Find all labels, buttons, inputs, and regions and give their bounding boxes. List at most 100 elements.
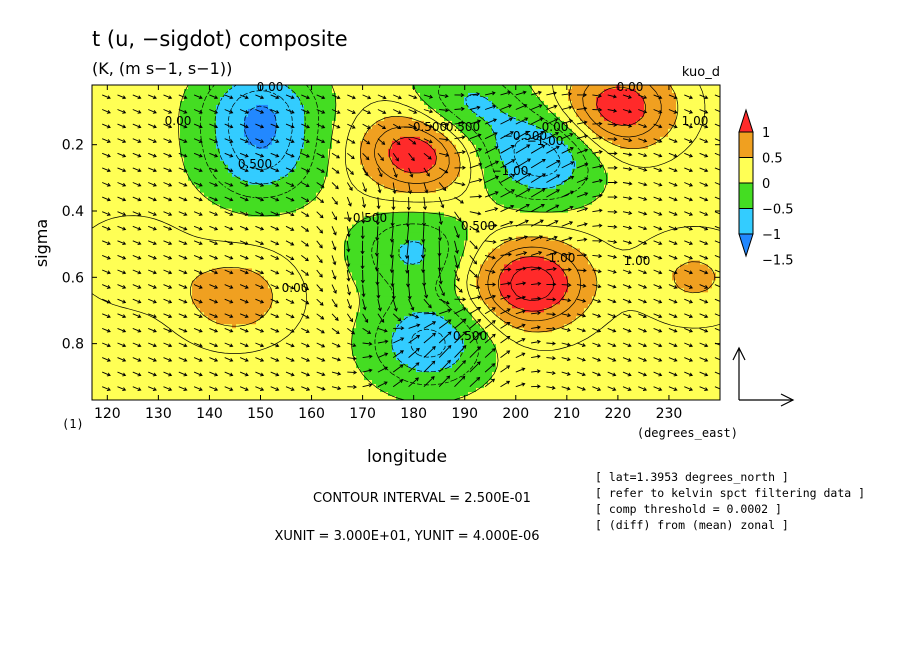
field-cell xyxy=(172,324,177,329)
field-cell xyxy=(120,180,125,186)
field-cell xyxy=(300,144,305,150)
field-cell xyxy=(324,188,329,194)
field-cell xyxy=(276,116,281,122)
field-cell xyxy=(328,376,333,381)
field-cell xyxy=(268,192,273,198)
field-cell xyxy=(116,260,121,266)
field-cell xyxy=(156,152,161,158)
field-cell xyxy=(128,188,133,194)
field-cell xyxy=(312,348,317,353)
field-cell xyxy=(140,116,145,122)
field-cell xyxy=(256,268,261,274)
field-cell xyxy=(200,85,205,90)
field-cell xyxy=(332,208,337,214)
field-cell xyxy=(300,260,305,266)
field-cell xyxy=(220,188,225,194)
field-cell xyxy=(300,104,305,110)
field-cell xyxy=(104,136,109,142)
field-cell xyxy=(336,292,341,297)
field-cell xyxy=(252,140,257,146)
field-cell xyxy=(268,308,273,313)
field-cell xyxy=(264,128,269,134)
field-cell xyxy=(280,192,285,198)
field-cell xyxy=(168,340,173,345)
field-cell xyxy=(240,144,245,150)
field-cell xyxy=(340,388,345,393)
field-cell xyxy=(324,392,329,397)
field-cell xyxy=(184,320,189,325)
field-cell xyxy=(284,200,289,206)
field-cell xyxy=(144,244,149,250)
field-cell xyxy=(184,384,189,389)
field-cell xyxy=(332,200,337,206)
field-cell xyxy=(148,292,153,297)
field-cell xyxy=(336,340,341,345)
field-cell xyxy=(328,324,333,329)
field-cell xyxy=(160,284,165,289)
field-cell xyxy=(148,328,153,333)
field-cell xyxy=(220,96,225,102)
field-cell xyxy=(292,240,297,246)
field-cell xyxy=(240,108,245,114)
field-cell xyxy=(300,344,305,349)
field-cell xyxy=(176,108,181,114)
field-cell xyxy=(164,120,169,126)
field-cell xyxy=(160,292,165,297)
field-cell xyxy=(144,264,149,270)
field-cell xyxy=(200,356,205,361)
field-cell xyxy=(172,376,177,381)
field-cell xyxy=(100,368,105,373)
field-cell xyxy=(204,336,209,341)
field-cell xyxy=(180,264,185,270)
field-cell xyxy=(328,85,333,90)
field-cell xyxy=(120,360,125,365)
field-cell xyxy=(248,284,253,289)
field-cell xyxy=(120,172,125,178)
field-cell xyxy=(288,320,293,325)
field-cell xyxy=(328,332,333,337)
field-cell xyxy=(312,360,317,365)
field-cell xyxy=(228,164,233,170)
field-cell xyxy=(200,360,205,365)
field-cell xyxy=(284,336,289,341)
field-cell xyxy=(208,208,213,214)
field-cell xyxy=(188,332,193,337)
field-cell xyxy=(160,328,165,333)
field-cell xyxy=(120,396,125,400)
field-cell xyxy=(188,352,193,357)
field-cell xyxy=(180,320,185,325)
field-cell xyxy=(244,104,249,110)
field-cell xyxy=(144,348,149,353)
field-cell xyxy=(172,288,177,293)
field-cell xyxy=(192,288,197,293)
field-cell xyxy=(156,264,161,270)
field-cell xyxy=(128,316,133,321)
field-cell xyxy=(252,200,257,206)
field-cell xyxy=(128,192,133,198)
field-cell xyxy=(160,156,165,162)
field-cell xyxy=(332,316,337,321)
field-cell xyxy=(180,296,185,301)
field-cell xyxy=(280,104,285,110)
field-cell xyxy=(172,160,177,166)
field-cell xyxy=(92,124,97,130)
field-cell xyxy=(124,104,129,110)
field-cell xyxy=(192,360,197,365)
field-cell xyxy=(232,164,237,170)
field-cell xyxy=(244,360,249,365)
field-cell xyxy=(320,328,325,333)
field-cell xyxy=(152,384,157,389)
field-cell xyxy=(132,160,137,166)
field-cell xyxy=(116,228,121,234)
field-cell xyxy=(316,256,321,262)
field-cell xyxy=(132,112,137,118)
field-cell xyxy=(264,352,269,357)
field-cell xyxy=(268,180,273,186)
field-cell xyxy=(156,184,161,190)
field-cell xyxy=(124,116,129,122)
field-cell xyxy=(180,148,185,154)
field-cell xyxy=(292,128,297,134)
field-cell xyxy=(164,232,169,238)
field-cell xyxy=(296,92,301,98)
field-cell xyxy=(268,388,273,393)
